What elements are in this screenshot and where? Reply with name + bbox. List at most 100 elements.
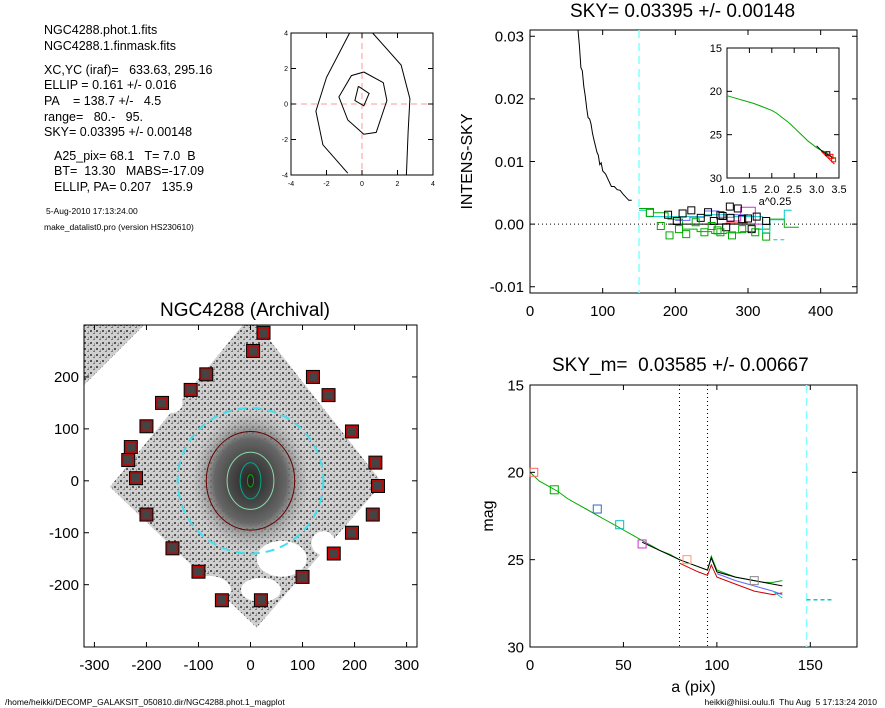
sky-marker (725, 202, 734, 211)
sky-x-tick-label: 100 (590, 303, 615, 320)
isophote-ellipse (226, 451, 275, 510)
inset-bg (727, 48, 839, 178)
image-title: NGC4288 (Archival) (160, 300, 330, 321)
inset-y-tick-label: 25 (710, 130, 722, 142)
sky-marker (687, 206, 696, 215)
info-program: make_datalist0.pro (version HS230610) (44, 222, 194, 232)
sky-box (121, 453, 136, 468)
sky-box (326, 546, 341, 561)
image-y-tick-label: -200 (49, 577, 79, 594)
mag-marker (615, 520, 625, 530)
sky-y-tick-label: -0.01 (490, 279, 524, 296)
sky-box (165, 541, 180, 556)
sky-x-tick-label: 400 (808, 303, 833, 320)
contour-x-tick-label: 4 (431, 181, 435, 188)
sky-chart-title: SKY= 0.03395 +/- 0.00148 (570, 1, 796, 22)
image-x-tick-label: 300 (394, 657, 419, 674)
mag-frame (529, 384, 858, 648)
mag-marker (592, 504, 602, 514)
sky-marker (709, 216, 718, 225)
inset-frame (726, 47, 840, 179)
contour-y-tick-label: 0 (284, 101, 288, 108)
mag-x-tick-label: 50 (615, 657, 632, 674)
sky-box-outline (346, 526, 358, 539)
sky-box-outline (255, 594, 267, 607)
mag-y-tick-label: 15 (507, 377, 524, 394)
sky-marker (696, 213, 705, 222)
mag-x-tick-label: 0 (526, 657, 534, 674)
sky-marker (752, 212, 761, 221)
sky-ylabel: INTENS-SKY (459, 113, 476, 209)
image-x-tick-label: 200 (342, 657, 367, 674)
inset-xlabel: a^0.25 (759, 196, 792, 208)
sky-marker (713, 226, 722, 235)
sky-box-outline (216, 594, 228, 607)
sky-marker (704, 208, 713, 217)
sky-box-outline (257, 327, 270, 339)
sky-marker (700, 228, 709, 237)
image-y-tick-label: 0 (71, 473, 79, 490)
sky-box (344, 525, 359, 540)
info-range: range= 80.- 95. (44, 110, 144, 124)
sky-box (139, 507, 154, 522)
info-pa: PA = 138.7 +/- 4.5 (44, 94, 162, 108)
inset-x-tick-label: 3.0 (809, 184, 824, 196)
info-file-2: NGC4288.1.finmask.fits (44, 39, 176, 53)
image-y-tick-label: 200 (54, 369, 79, 386)
isophote-ellipse (176, 407, 325, 555)
image-x-tick-label: -100 (183, 657, 213, 674)
contour-line (354, 85, 370, 107)
image-corner (84, 325, 144, 385)
contour-line (338, 71, 388, 135)
isophote-ellipse (246, 474, 255, 488)
mag-x-tick-label: 150 (798, 657, 823, 674)
sky-y-tick-label: 0.03 (495, 29, 524, 46)
sky-box (155, 395, 170, 410)
inset-x-tick-label: 3.5 (831, 184, 846, 196)
mag-y-tick-label: 20 (507, 465, 524, 482)
info-file-1: NGC4288.phot.1.fits (44, 23, 158, 37)
footer-path: /home/heikki/DECOMP_GALAKSIT_050810.dir/… (5, 697, 285, 707)
sky-marker (726, 213, 735, 222)
sky-box (370, 479, 385, 493)
info-a25: A25_pix= 68.1 T= 7.0 B (54, 149, 196, 163)
sky-marker (738, 215, 747, 224)
sky-box-outline (122, 454, 134, 466)
mag-chart-title: SKY_m= 0.03585 +/- 0.00667 (552, 355, 809, 376)
sky-box-outline (156, 397, 168, 409)
sky-marker (665, 231, 674, 240)
image-y-tick-label: -100 (49, 525, 79, 542)
inset-x-tick-label: 1.0 (719, 184, 734, 196)
sky-box-outline (307, 371, 319, 383)
contour-y-tick-label: 4 (284, 30, 288, 37)
sky-marker (678, 209, 687, 218)
sky-box-outline (140, 420, 153, 433)
footer-host: heikki@hiisi.oulu.fi Thu Aug 5 17:13:24 … (704, 697, 877, 707)
mag-series-line (679, 562, 783, 596)
sky-box-outline (296, 571, 309, 583)
image-y-tick-label: 100 (54, 421, 79, 438)
sky-box (295, 569, 310, 584)
sky-profile-line (577, 29, 632, 201)
sky-box-outline (322, 389, 335, 401)
sky-box (344, 424, 359, 439)
sky-box-outline (372, 480, 384, 492)
sky-box-outline (125, 441, 137, 453)
info-xcyc: XC,YC (iraf)= 633.63, 295.16 (44, 63, 213, 77)
sky-marker (672, 216, 681, 225)
sky-y-tick-label: 0.02 (495, 91, 524, 108)
sky-box-outline (130, 472, 142, 484)
sky-marker (738, 225, 747, 234)
image-x-tick-label: -300 (79, 657, 109, 674)
sky-box (129, 471, 144, 486)
contour-x-tick-label: -4 (288, 181, 294, 188)
isophote-ellipse (205, 430, 296, 531)
sky-x-tick-label: 0 (526, 303, 534, 320)
sky-marker (733, 204, 742, 213)
sky-y-tick-label: 0.01 (495, 154, 524, 171)
mag-marker (529, 467, 539, 477)
sky-box (321, 388, 336, 403)
image-layer (84, 325, 385, 628)
sky-box (253, 593, 268, 608)
image-gap-band (84, 325, 224, 455)
